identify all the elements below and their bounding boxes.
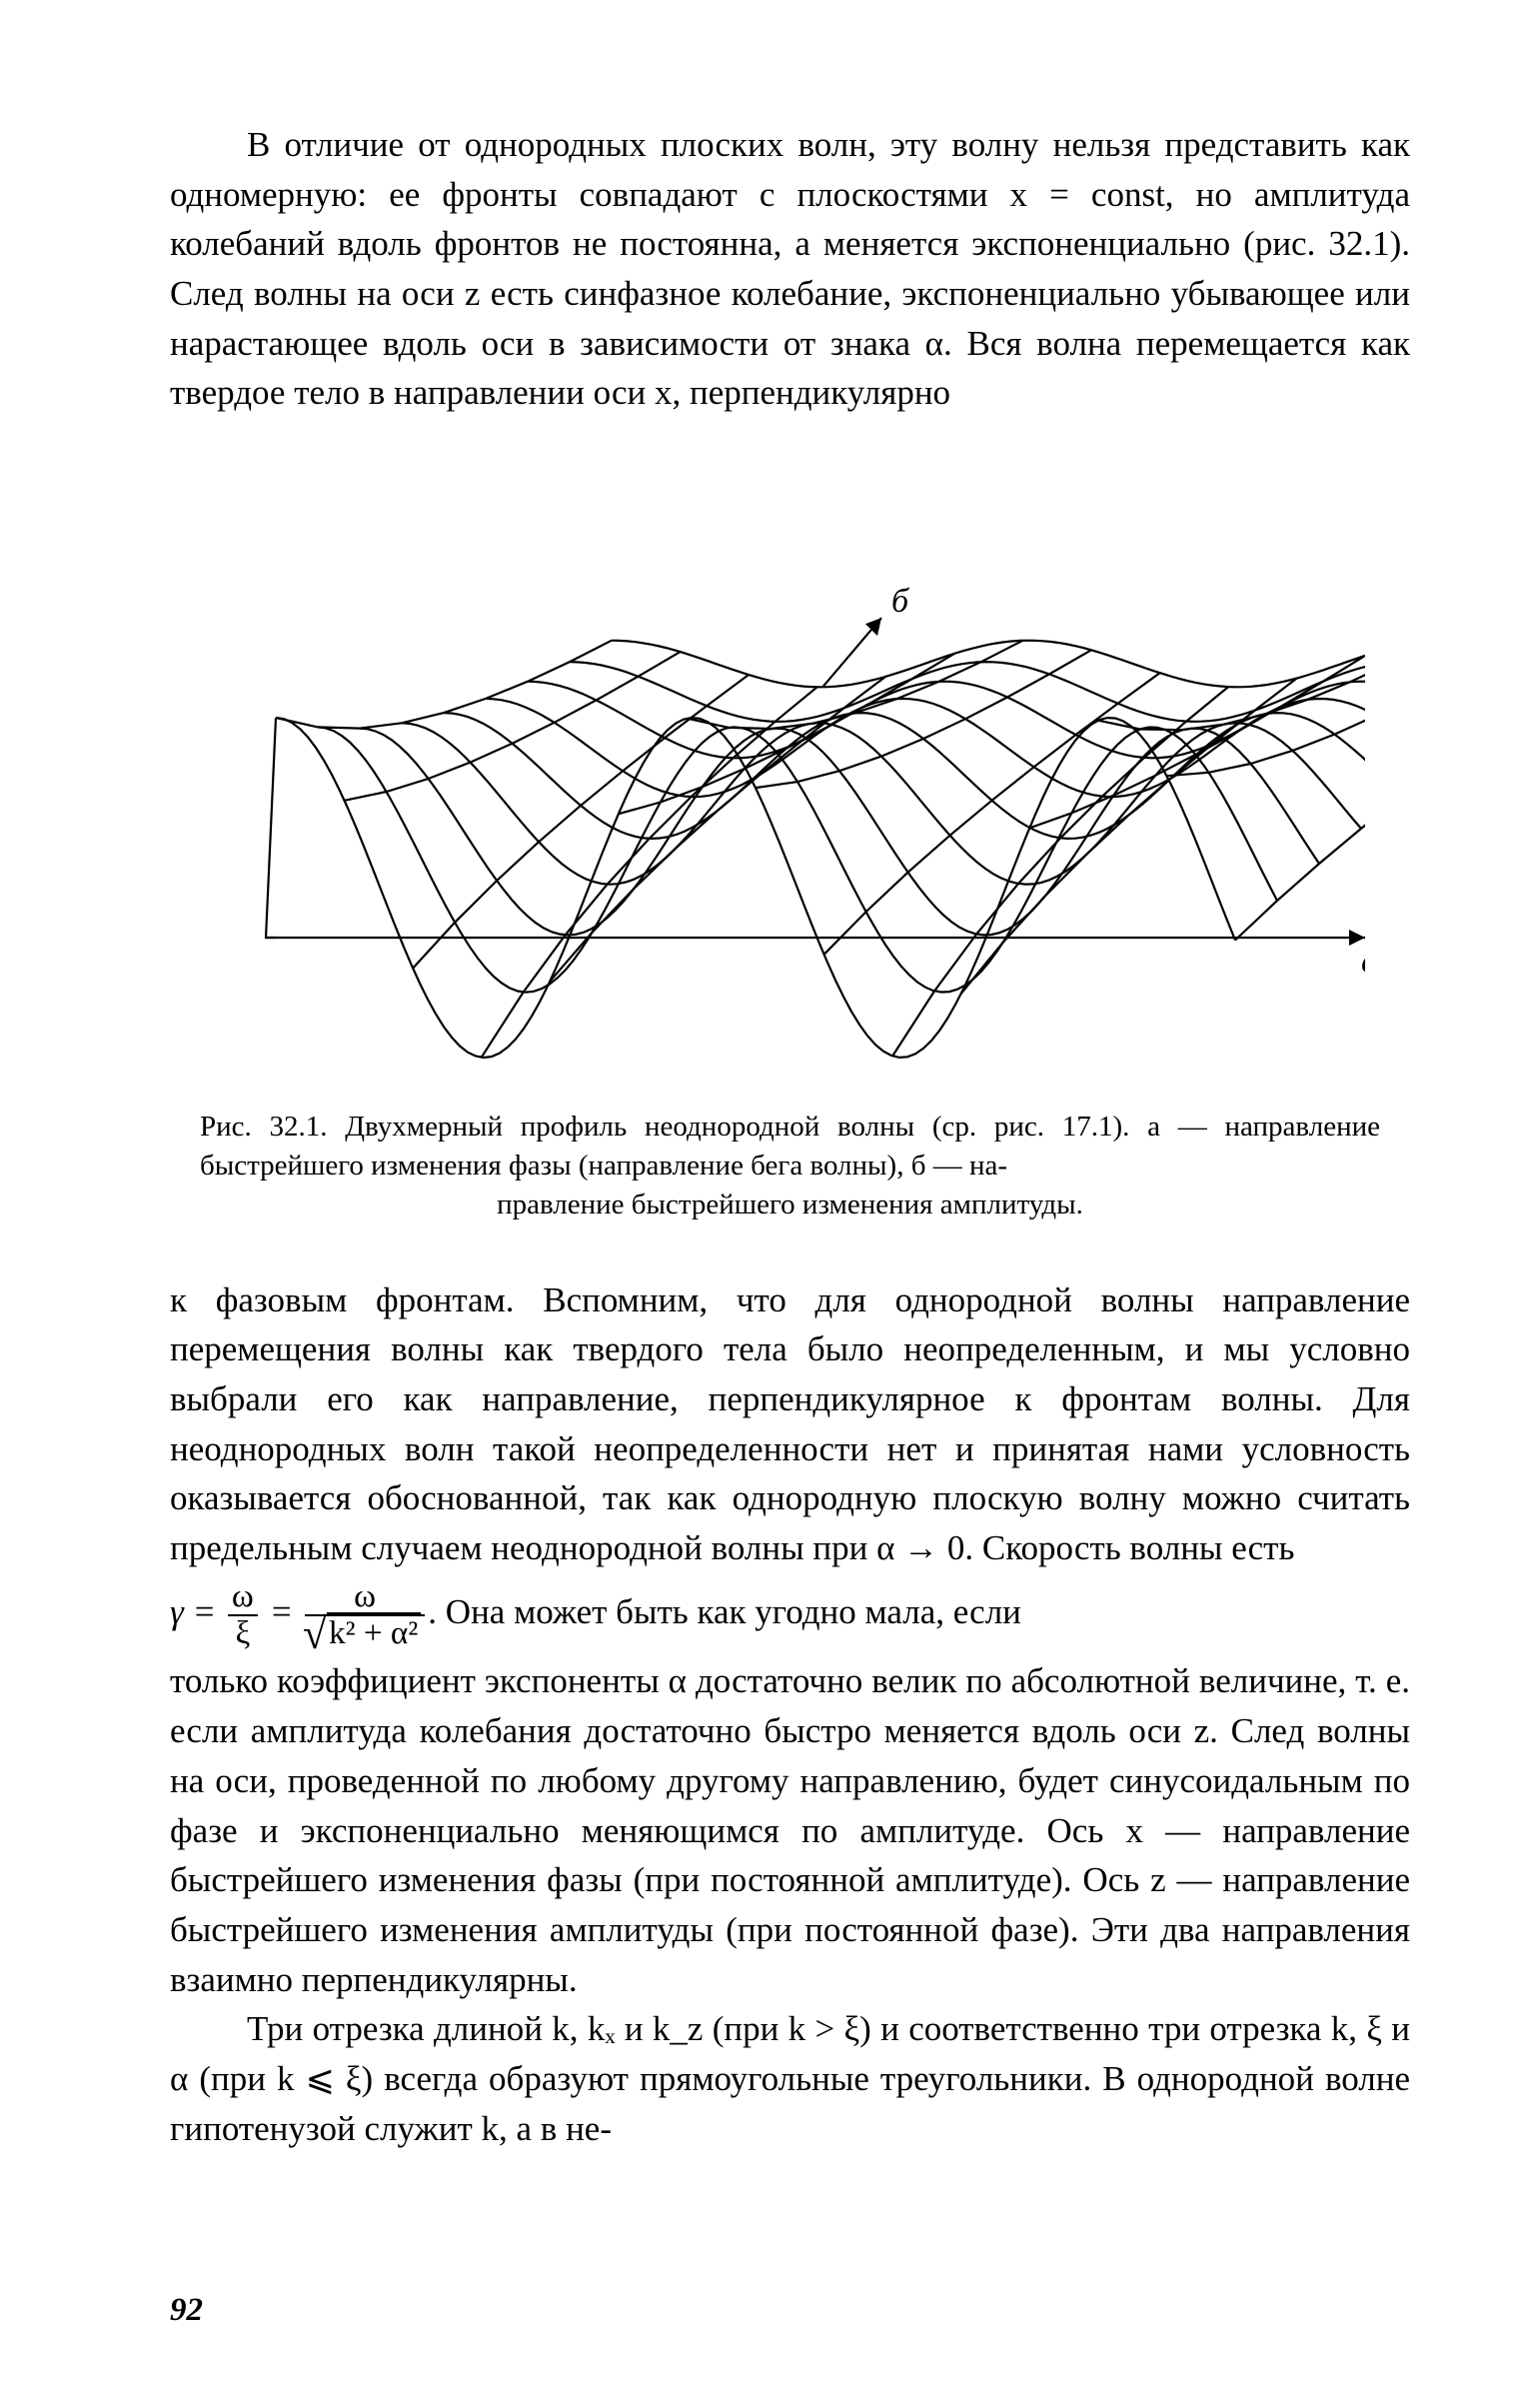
page: В отличие от однородных плоских волн, эт… xyxy=(0,0,1540,2394)
figure-caption: Рис. 32.1. Двухмерный профиль неоднородн… xyxy=(200,1108,1380,1224)
eq-f1-num: ω xyxy=(228,1579,258,1616)
eq-f2-den: k² + α² xyxy=(305,1616,425,1651)
figure-32-1: аб xyxy=(170,458,1410,1078)
page-number: 92 xyxy=(170,2287,203,2334)
velocity-equation: γ = ω ξ = ω k² + α² . Она может быть как… xyxy=(170,1579,1410,1651)
caption-text-2: правление быстрейшего изменения амплитуд… xyxy=(200,1186,1380,1224)
eq-fraction-2: ω k² + α² xyxy=(305,1579,425,1651)
eq-equals: = xyxy=(270,1592,294,1631)
caption-text-1: Рис. 32.1. Двухмерный профиль неоднородн… xyxy=(200,1111,1380,1182)
svg-text:а: а xyxy=(1361,943,1365,980)
eq-f1-den: ξ xyxy=(228,1616,258,1651)
eq-tail-text: . Она может быть как угодно мала, если xyxy=(428,1592,1021,1631)
paragraph-2a: к фазовым фронтам. Вспомним, что для одн… xyxy=(170,1275,1410,1573)
eq-f2-radicand: k² + α² xyxy=(327,1612,421,1651)
eq-fraction-1: ω ξ xyxy=(228,1579,258,1651)
svg-text:б: б xyxy=(891,583,910,620)
wave-surface-diagram: аб xyxy=(216,458,1365,1078)
paragraph-1: В отличие от однородных плоских волн, эт… xyxy=(170,120,1410,418)
paragraph-3: Три отрезка длиной k, kₓ и k_z (при k > … xyxy=(170,2004,1410,2153)
eq-lhs: γ = xyxy=(170,1592,216,1631)
paragraph-2b: только коэффициент экспоненты α достаточ… xyxy=(170,1656,1410,2004)
